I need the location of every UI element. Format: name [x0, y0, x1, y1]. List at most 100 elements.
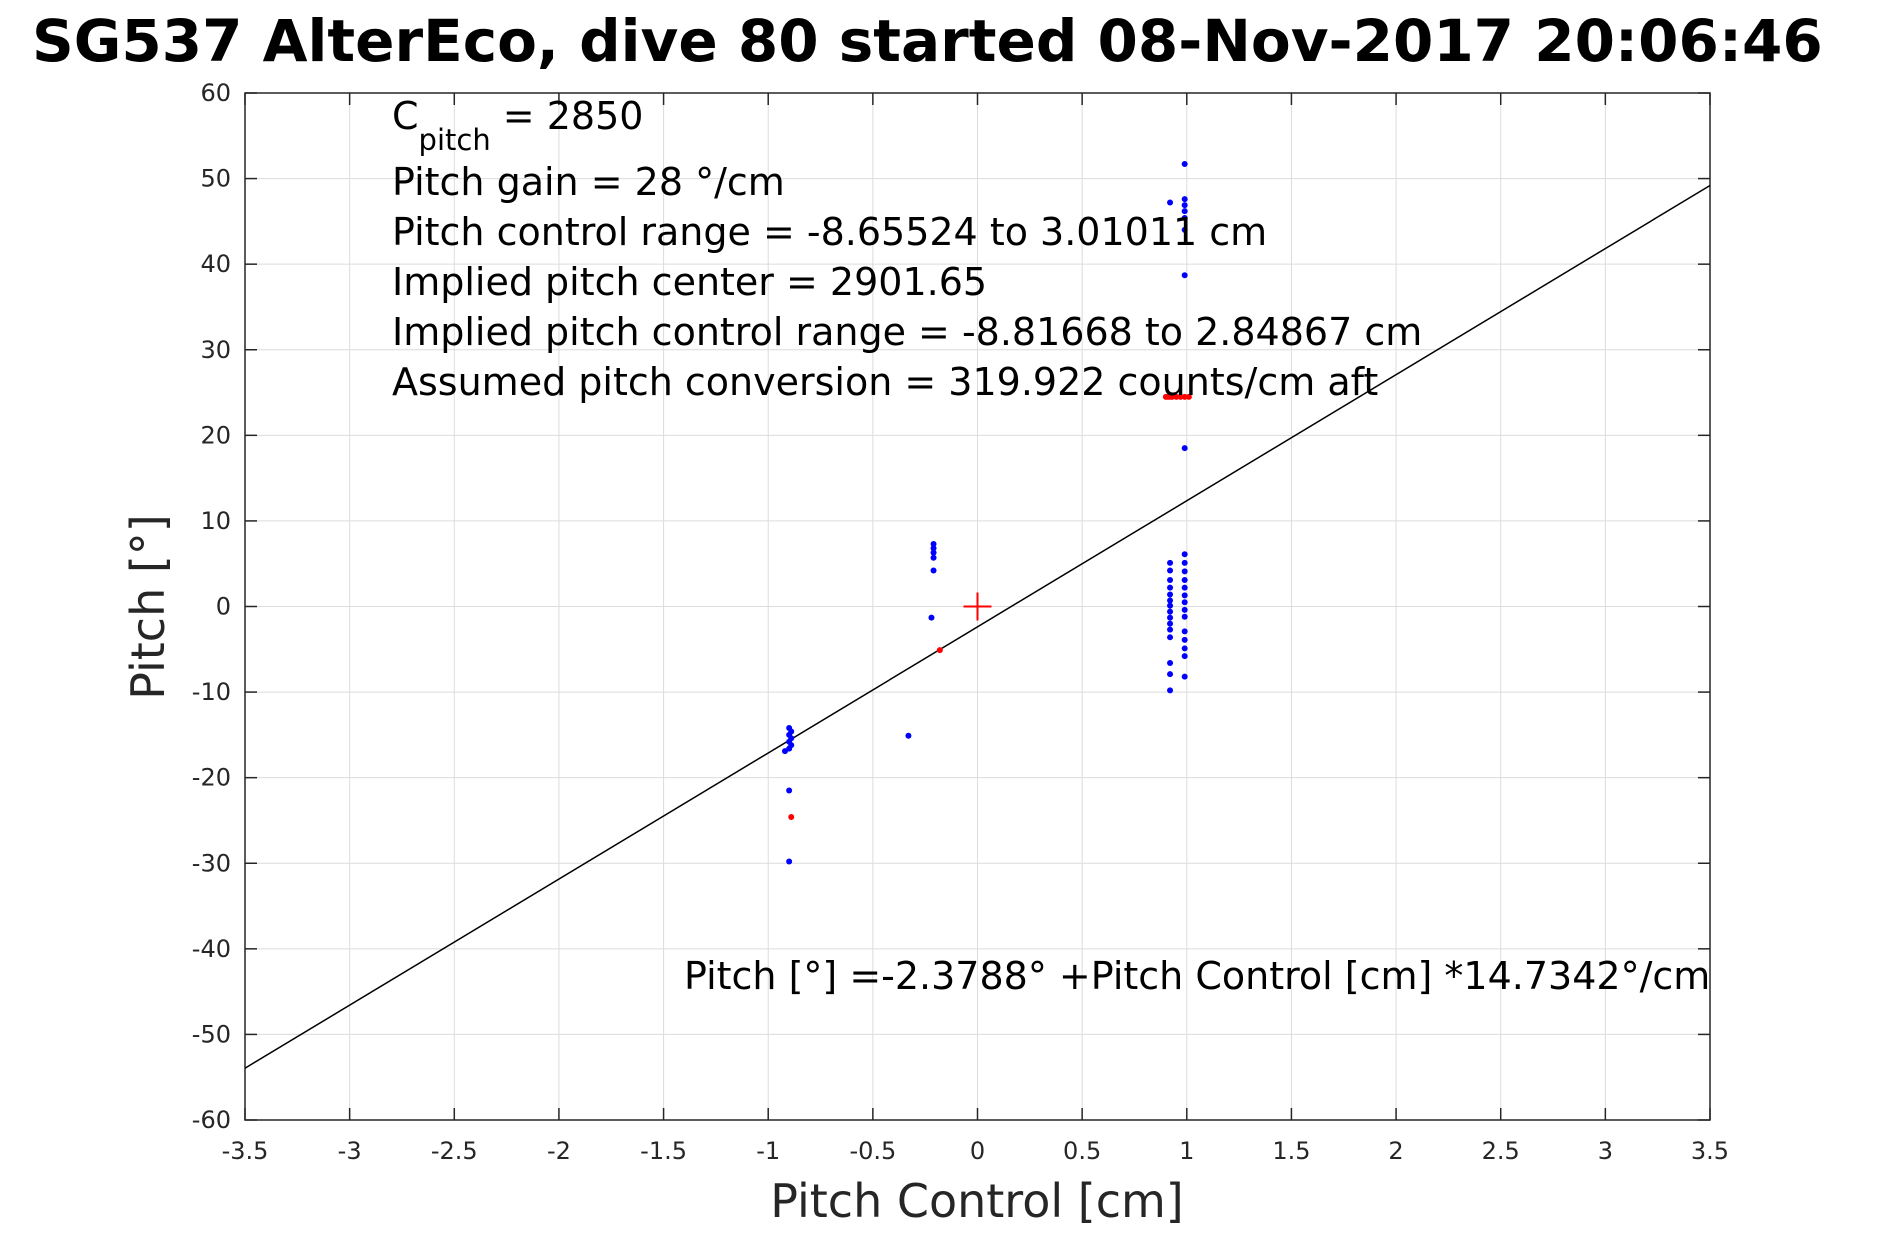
axis-ticks: -3.5 -3 -2.5 -2 -1.5 -1 -0.5 0 0.5 1 1.5 2 2.5 3 3.5 -6… [192, 79, 1729, 1165]
data-point [1181, 208, 1188, 215]
y-tick-label: 20 [200, 421, 231, 449]
x-tick-label: 3 [1598, 1137, 1613, 1165]
data-point [1181, 636, 1188, 643]
data-point [1167, 671, 1174, 678]
x-tick-label: -2.5 [431, 1137, 478, 1165]
x-tick-label: 2.5 [1482, 1137, 1520, 1165]
x-tick-label: 0.5 [1063, 1137, 1101, 1165]
x-tick-label: -3.5 [222, 1137, 269, 1165]
data-point [1181, 599, 1188, 606]
fit-line-path [244, 184, 1711, 1069]
x-tick-label: -1 [756, 1137, 780, 1165]
data-point [1181, 653, 1188, 660]
y-tick-label: 60 [200, 79, 231, 107]
c-pitch-value: = 2850 [491, 94, 644, 138]
y-tick-label: -30 [192, 849, 231, 877]
chart-title: SG537 AlterEco, dive 80 started 08-Nov-2… [32, 7, 1823, 75]
data-point [1181, 645, 1188, 652]
data-point [1181, 272, 1188, 279]
y-tick-label: -20 [192, 764, 231, 792]
x-tick-label: -0.5 [849, 1137, 896, 1165]
data-point [1181, 628, 1188, 635]
data-point [928, 614, 935, 621]
x-tick-label: 2 [1388, 1137, 1403, 1165]
data-point [1181, 226, 1188, 233]
data-point [1167, 620, 1174, 627]
data-point [1167, 591, 1174, 598]
y-tick-label: 10 [200, 507, 231, 535]
data-point [1173, 393, 1180, 400]
data-point [1181, 559, 1188, 566]
data-point [1169, 393, 1176, 400]
data-point [1181, 568, 1188, 575]
data-point [1185, 393, 1192, 400]
data-point [1181, 592, 1188, 599]
data-point [930, 541, 937, 548]
data-point [930, 545, 937, 552]
y-tick-label: -10 [192, 678, 231, 706]
annotation-block: Cpitch = 2850 Pitch gain = 28 °/cm Pitch… [392, 94, 1422, 404]
data-point [1181, 584, 1188, 591]
c-pitch-base: C [392, 94, 419, 138]
data-point [1181, 393, 1188, 400]
data-point [786, 858, 793, 865]
y-tick-label: -60 [192, 1106, 231, 1134]
center-marker [963, 592, 992, 621]
grid [244, 92, 1711, 1121]
data-point [1167, 199, 1174, 206]
data-point [788, 814, 795, 821]
data-point [1167, 597, 1174, 604]
y-tick-label: 0 [216, 593, 231, 621]
data-point [1167, 567, 1174, 574]
data-point [1181, 673, 1188, 680]
data-point [781, 748, 788, 755]
data-point [1167, 614, 1174, 621]
x-tick-label: 1 [1179, 1137, 1194, 1165]
annotation-c-pitch: Cpitch = 2850 [392, 94, 643, 157]
data-points [781, 161, 1192, 865]
x-tick-label: 1.5 [1272, 1137, 1310, 1165]
x-tick-label: -3 [338, 1137, 362, 1165]
data-point [1167, 687, 1174, 694]
data-point [930, 549, 937, 556]
x-tick-label: -1.5 [640, 1137, 687, 1165]
data-point [1177, 393, 1184, 400]
annotation-pitch-conversion: Assumed pitch conversion = 319.922 count… [392, 360, 1378, 404]
annotation-implied-control-range: Implied pitch control range = -8.81668 t… [392, 310, 1422, 354]
data-point [1167, 559, 1174, 566]
x-tick-label: 3.5 [1691, 1137, 1729, 1165]
data-point [1181, 161, 1188, 168]
data-point [930, 554, 937, 561]
annotation-pitch-gain: Pitch gain = 28 °/cm [392, 160, 785, 204]
data-point [1181, 196, 1188, 203]
data-point [1167, 626, 1174, 633]
y-tick-label: -50 [192, 1020, 231, 1048]
c-pitch-subscript: pitch [419, 123, 491, 157]
x-tick-label: 0 [970, 1137, 985, 1165]
data-point [1167, 608, 1174, 615]
data-point [1181, 606, 1188, 613]
data-point [1167, 576, 1174, 583]
data-point [930, 567, 937, 574]
data-point [905, 732, 912, 739]
annotation-implied-pitch-center: Implied pitch center = 2901.65 [392, 260, 987, 304]
data-point [1181, 214, 1188, 221]
data-point [1181, 551, 1188, 558]
data-point [1167, 584, 1174, 591]
data-point [1167, 634, 1174, 641]
data-point [1167, 659, 1174, 666]
y-tick-label: -40 [192, 935, 231, 963]
y-tick-label: 50 [200, 165, 231, 193]
data-point [1181, 576, 1188, 583]
x-tick-label: -2 [547, 1137, 571, 1165]
data-point [1181, 613, 1188, 620]
y-tick-label: 30 [200, 336, 231, 364]
y-axis-label: Pitch [°] [121, 514, 175, 700]
data-point [1181, 445, 1188, 452]
data-point [786, 787, 793, 794]
data-point [1181, 202, 1188, 209]
fit-line [244, 184, 1711, 1069]
fit-equation: Pitch [°] =-2.3788° +Pitch Control [cm] … [684, 954, 1710, 998]
